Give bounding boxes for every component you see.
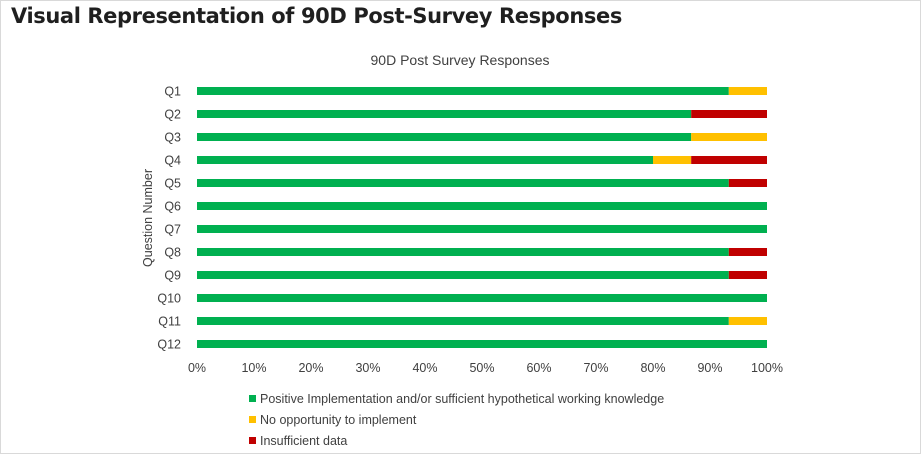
x-tick-label: 60% [526,361,551,375]
bar-segment-no-opportunity [728,317,767,325]
bar-segment-positive [197,340,767,348]
x-tick-label: 80% [640,361,665,375]
chart-legend: Positive Implementation and/or sufficien… [249,388,664,451]
x-tick-label: 70% [583,361,608,375]
y-tick-label: Q1 [164,85,181,99]
legend-item-no-opportunity: No opportunity to implement [249,409,664,430]
x-tick-label: 90% [697,361,722,375]
y-tick-label: Q9 [164,269,181,283]
x-tick-label: 30% [355,361,380,375]
bar-segment-positive [197,271,729,279]
x-tick-label: 0% [188,361,206,375]
bar-segment-positive [197,133,692,141]
bar-segment-positive [197,110,692,118]
x-tick-label: 100% [751,361,783,375]
legend-swatch-no-opportunity [249,416,256,423]
x-tick-label: 40% [412,361,437,375]
page-heading: Visual Representation of 90D Post-Survey… [11,4,622,28]
chart-title: 90D Post Survey Responses [371,52,550,68]
bar-segment-positive [197,317,729,325]
legend-item-insufficient: Insufficient data [249,430,664,451]
legend-label-no-opportunity: No opportunity to implement [260,412,417,427]
bar-segment-insufficient [728,248,767,256]
bar-segment-insufficient [691,110,767,118]
y-tick-label: Q4 [164,154,181,168]
bar-segment-insufficient [728,271,767,279]
legend-item-positive: Positive Implementation and/or sufficien… [249,388,664,409]
bar-segment-positive [197,202,767,210]
bar-segment-no-opportunity [728,87,767,95]
bar-segment-no-opportunity [653,156,692,164]
legend-label-positive: Positive Implementation and/or sufficien… [260,391,665,406]
bar-segment-insufficient [728,179,767,187]
legend-label-insufficient: Insufficient data [260,433,348,448]
bar-segment-positive [197,294,767,302]
legend-swatch-positive [249,395,256,402]
bar-segment-positive [197,248,729,256]
y-tick-label: Q7 [164,223,181,237]
bar-segment-positive [197,179,729,187]
x-tick-label: 20% [298,361,323,375]
legend-swatch-insufficient [249,437,256,444]
bar-segment-positive [197,87,729,95]
y-tick-label: Q8 [164,246,181,260]
y-axis-title: Question Number [141,169,155,267]
bar-segment-no-opportunity [691,133,767,141]
y-tick-label: Q10 [157,292,181,306]
y-tick-label: Q12 [157,338,181,352]
y-tick-label: Q2 [164,108,181,122]
x-tick-label: 10% [241,361,266,375]
y-tick-label: Q5 [164,177,181,191]
bar-segment-positive [197,156,653,164]
y-tick-label: Q6 [164,200,181,214]
bar-segment-insufficient [691,156,767,164]
bar-segment-positive [197,225,767,233]
y-tick-label: Q3 [164,131,181,145]
y-tick-label: Q11 [158,315,181,329]
x-tick-label: 50% [469,361,494,375]
